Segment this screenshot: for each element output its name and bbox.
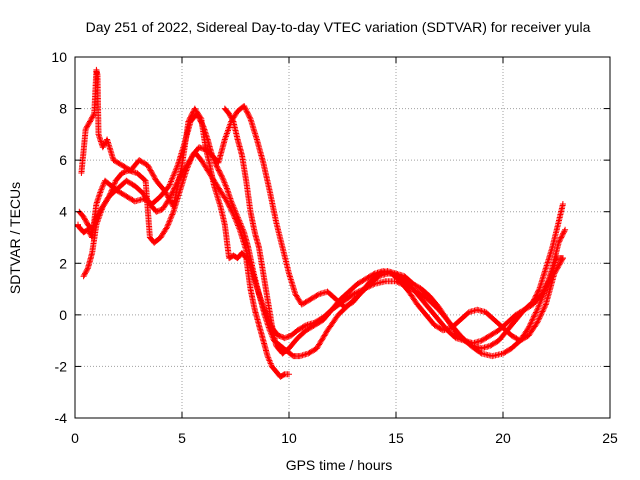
x-tick-label: 25 xyxy=(602,430,618,446)
y-tick-label: 10 xyxy=(51,49,67,65)
x-tick-label: 10 xyxy=(281,430,297,446)
y-tick-label: 2 xyxy=(59,255,67,271)
x-axis-label: GPS time / hours xyxy=(286,457,393,473)
y-tick-label: 8 xyxy=(59,101,67,117)
y-tick-label: -4 xyxy=(55,410,68,426)
y-tick-label: 0 xyxy=(59,307,67,323)
y-tick-label: -2 xyxy=(55,358,68,374)
x-tick-label: 20 xyxy=(495,430,511,446)
x-tick-label: 0 xyxy=(71,430,79,446)
chart-title: Day 251 of 2022, Sidereal Day-to-day VTE… xyxy=(86,19,591,35)
y-tick-label: 6 xyxy=(59,152,67,168)
y-axis-label: SDTVAR / TECUs xyxy=(7,182,23,294)
plus-markers xyxy=(221,105,566,357)
x-tick-label: 15 xyxy=(388,430,404,446)
x-tick-label: 5 xyxy=(178,430,186,446)
series-track-5 xyxy=(221,105,566,357)
plot-frame xyxy=(74,56,611,419)
grid xyxy=(75,57,610,418)
y-tick-label: 4 xyxy=(59,204,67,220)
axis-ticks: 0 5 10 15 20 25 -4 -2 0 2 4 6 8 10 xyxy=(51,49,618,446)
data-points xyxy=(75,66,569,380)
